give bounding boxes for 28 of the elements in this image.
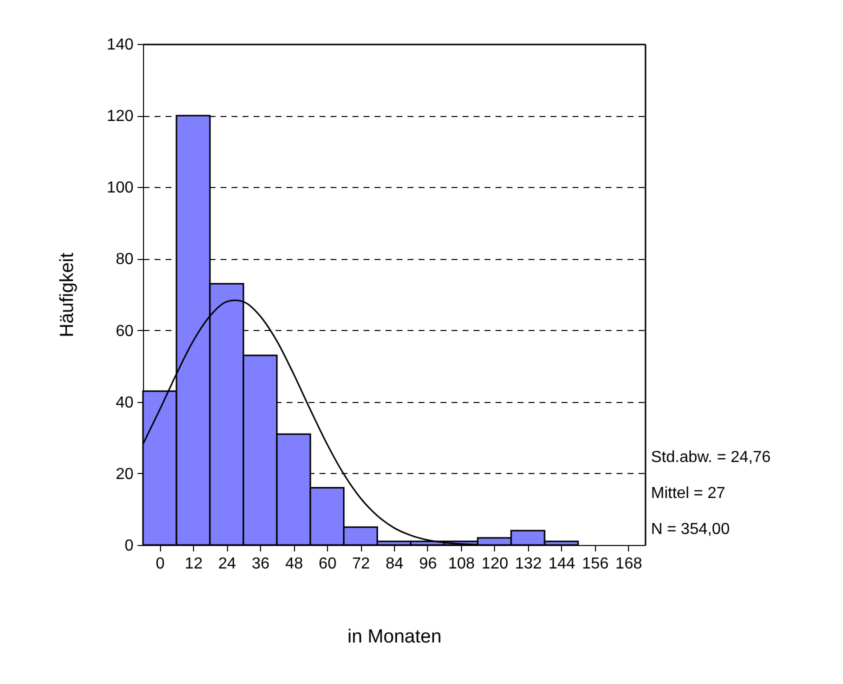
x-tick-label: 0: [156, 556, 165, 572]
x-tick-label: 144: [548, 556, 576, 572]
y-tick-label: 120: [106, 108, 134, 126]
text: Std.abw. = 24,76: [651, 449, 771, 466]
y-tick-label: 0: [124, 538, 134, 554]
x-tick-label: 24: [218, 556, 236, 572]
x-tick-label: 120: [482, 556, 508, 572]
x-tick-label: 96: [419, 556, 437, 572]
y-tick-label: 20: [116, 466, 134, 483]
y-axis-title: Häufigkeit: [56, 252, 78, 338]
x-tick-label: 108: [448, 556, 475, 572]
x-tick-label: 84: [386, 556, 404, 572]
x-axis-title: in Monaten: [347, 626, 442, 648]
x-tick-label: 156: [582, 556, 609, 572]
y-tick-label: 40: [116, 394, 134, 412]
x-tick-label: 72: [352, 556, 370, 572]
x-tick-label: 60: [318, 556, 337, 572]
x-tick-label: 48: [285, 556, 304, 572]
x-tick-label: 12: [184, 556, 203, 572]
x-tick-label: 36: [252, 556, 270, 572]
text: N = 354,00: [651, 521, 730, 538]
y-tick-label: 80: [116, 251, 134, 268]
text: Mittel = 27: [651, 485, 726, 502]
x-tick-label: 132: [515, 556, 542, 572]
y-tick-label: 100: [106, 180, 134, 197]
y-tick-label: 140: [106, 36, 134, 54]
y-tick-label: 60: [116, 322, 134, 340]
x-tick-label: 168: [615, 556, 642, 572]
